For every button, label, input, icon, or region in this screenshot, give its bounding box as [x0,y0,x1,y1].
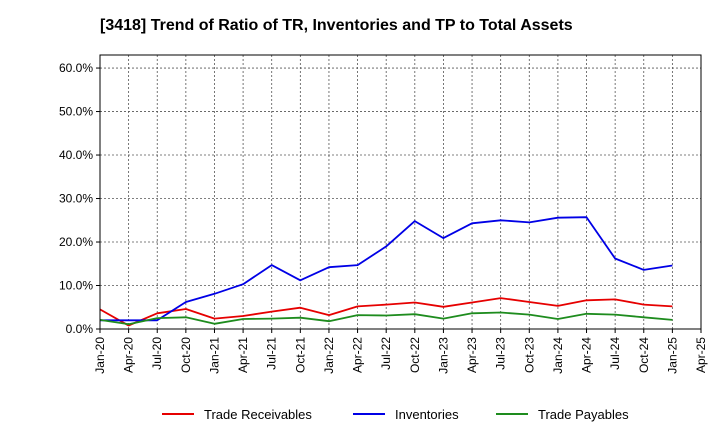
y-tick-label: 10.0% [59,279,93,293]
series-line-1 [100,216,673,322]
x-tick-label: Oct-24 [637,337,651,373]
x-tick-label: Jul-20 [150,337,164,370]
y-tick-label: 20.0% [59,235,93,249]
x-tick-label: Oct-22 [408,337,422,373]
x-axis-ticks: Jan-20 Apr-20 Jul-20 Oct-20 Jan-21 Apr-21 Jul-… [93,329,708,374]
series-line-2 [99,311,673,326]
y-axis-ticks: 0.0% 10.0% 20.0% 30.0% 40.0% 50.0% 60.0% [59,61,100,336]
y-tick-label: 60.0% [59,61,93,75]
x-tick-label: Apr-22 [351,337,365,373]
series-lines [99,216,673,327]
legend-label: Inventories [395,407,459,422]
y-tick-label: 50.0% [59,105,93,119]
x-tick-label: Jan-20 [93,337,107,374]
x-tick-label: Jan-22 [322,337,336,374]
chart-title: [3418] Trend of Ratio of TR, Inventories… [100,17,573,34]
legend: Trade Receivables Inventories Trade Payabl… [162,407,629,422]
x-tick-label: Jul-24 [608,337,622,370]
y-tick-label: 40.0% [59,148,93,162]
x-tick-label: Apr-20 [122,337,136,373]
x-tick-label: Jul-23 [494,337,508,370]
y-tick-label: 30.0% [59,192,93,206]
x-tick-label: Apr-21 [236,337,250,373]
x-tick-label: Jan-23 [436,337,450,374]
x-tick-label: Jul-22 [379,337,393,370]
x-tick-label: Apr-24 [580,337,594,373]
legend-label: Trade Payables [538,407,629,422]
y-tick-label: 0.0% [66,322,94,336]
x-tick-label: Oct-20 [179,337,193,373]
x-tick-label: Apr-23 [465,337,479,373]
plot-frame [99,54,702,330]
x-tick-label: Jan-21 [207,337,221,374]
x-tick-label: Jan-25 [665,337,679,374]
x-tick-label: Jan-24 [551,337,565,374]
legend-label: Trade Receivables [204,407,312,422]
x-tick-label: Apr-25 [694,337,708,373]
series-line-0 [99,297,673,327]
x-tick-label: Oct-21 [293,337,307,373]
x-tick-label: Oct-23 [522,337,536,373]
grid [100,55,701,329]
x-tick-label: Jul-21 [265,337,279,370]
